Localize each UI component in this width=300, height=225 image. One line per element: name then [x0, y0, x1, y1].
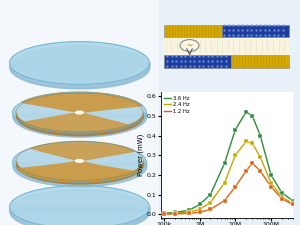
Ellipse shape	[76, 111, 83, 114]
Ellipse shape	[10, 190, 149, 225]
Ellipse shape	[13, 142, 146, 182]
Polygon shape	[31, 93, 135, 112]
Bar	[232, 55, 289, 68]
Polygon shape	[17, 162, 137, 182]
Polygon shape	[31, 142, 135, 161]
Polygon shape	[24, 161, 128, 180]
Ellipse shape	[16, 93, 143, 132]
Ellipse shape	[13, 92, 146, 133]
Ellipse shape	[10, 42, 149, 84]
Bar	[164, 37, 289, 55]
Ellipse shape	[10, 186, 149, 225]
Circle shape	[180, 40, 199, 51]
Ellipse shape	[13, 146, 146, 186]
Ellipse shape	[16, 142, 143, 180]
Ellipse shape	[76, 160, 83, 162]
Text: ~: ~	[186, 41, 193, 50]
Bar	[164, 55, 232, 68]
Ellipse shape	[10, 46, 149, 88]
Polygon shape	[24, 112, 128, 132]
Legend: 3.6 Hz, 2.4 Hz, 1.2 Hz: 3.6 Hz, 2.4 Hz, 1.2 Hz	[163, 95, 190, 115]
Bar	[164, 25, 221, 37]
Polygon shape	[22, 92, 142, 112]
Y-axis label: Power (mW): Power (mW)	[137, 134, 144, 176]
Bar	[221, 25, 289, 37]
Ellipse shape	[13, 96, 146, 137]
